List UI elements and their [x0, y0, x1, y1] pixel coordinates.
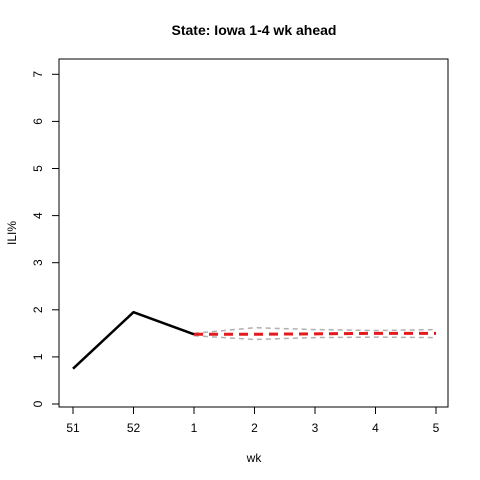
y-tick-label: 1 [31, 353, 45, 360]
x-tick-label: 51 [66, 421, 80, 435]
chart-title: State: Iowa 1-4 wk ahead [172, 22, 337, 38]
y-tick-label: 6 [31, 118, 45, 125]
y-tick-label: 0 [31, 400, 45, 407]
y-tick-label: 7 [31, 71, 45, 78]
plot-layer: 51 52 1 2 3 4 5 0 1 2 3 4 5 6 7 [31, 71, 440, 435]
x-tick-label: 2 [251, 421, 258, 435]
x-tick-label: 1 [191, 421, 198, 435]
x-tick-label: 5 [433, 421, 440, 435]
y-tick-label: 4 [31, 212, 45, 219]
x-tick-label: 52 [127, 421, 141, 435]
y-tick-label: 5 [31, 165, 45, 172]
y-tick-label: 2 [31, 306, 45, 313]
x-tick-label: 3 [312, 421, 319, 435]
forecast-series-line [194, 331, 436, 336]
y-tick-label: 3 [31, 259, 45, 266]
lower-interval-series-line [193, 334, 437, 341]
observed-series-line [72, 310, 195, 370]
upper-interval-series-line [193, 326, 437, 335]
x-axis-label: wk [246, 451, 263, 465]
y-axis-label: ILI% [5, 221, 19, 245]
x-tick-label: 4 [372, 421, 379, 435]
